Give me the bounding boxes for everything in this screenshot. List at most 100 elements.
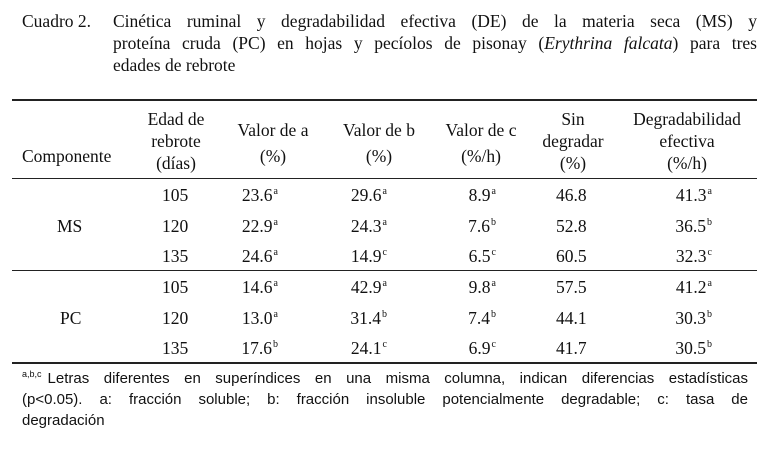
valor-a-cell: 24.6a — [242, 245, 278, 267]
value: 42.9 — [350, 277, 382, 297]
value: 30.3 — [675, 308, 706, 328]
significance-letter: a — [707, 278, 712, 289]
caption-line-2: proteína cruda (PC) en hojas y pecíolos … — [113, 32, 757, 54]
component-label: MS — [57, 216, 83, 236]
valor-b-cell: 29.6a — [351, 184, 387, 206]
value: 8.9 — [468, 185, 491, 205]
sin-degradar-cell: 46.8 — [556, 185, 587, 205]
significance-letter: b — [273, 339, 278, 350]
degradabilidad-cell: 32.3c — [676, 245, 712, 267]
significance-letter: a — [273, 217, 278, 228]
valor-b-cell: 24.3a — [351, 215, 387, 237]
significance-letter: a — [382, 278, 387, 289]
header-b-line-2: (%) — [365, 146, 393, 166]
value: 22.9 — [241, 216, 273, 236]
significance-letter: b — [491, 217, 496, 228]
value: 6.5 — [468, 246, 491, 266]
header-a-line-2: (%) — [259, 146, 287, 166]
valor-c-cell: 6.5c — [469, 245, 496, 267]
table-bottom-rule — [12, 362, 757, 364]
valor-b-cell: 42.9a — [351, 276, 387, 298]
value: 7.4 — [468, 308, 490, 328]
valor-a-cell: 13.0a — [242, 307, 278, 329]
header-edad-line-2: rebrote — [151, 131, 201, 151]
valor-c-cell: 9.8a — [469, 276, 496, 298]
header-a-line-1: Valor de a — [237, 120, 309, 140]
significance-letter: b — [707, 217, 712, 228]
valor-c-cell: 7.6b — [468, 215, 496, 237]
value: 13.0 — [241, 308, 273, 328]
value: 24.3 — [350, 216, 382, 236]
value: 6.9 — [468, 338, 491, 358]
table-footnote: a,b,c Letras diferentes en superíndices e… — [22, 368, 748, 431]
header-de-line-2: efectiva — [659, 131, 715, 151]
significance-letter: a — [273, 247, 278, 258]
significance-letter: b — [707, 339, 712, 350]
value: 29.6 — [350, 185, 382, 205]
degradabilidad-cell: 30.3b — [675, 307, 712, 329]
header-de-line-3: (%/h) — [667, 153, 707, 173]
header-sin-line-1: Sin — [561, 109, 585, 129]
header-c-line-2: (%/h) — [461, 146, 501, 166]
significance-letter: a — [273, 186, 278, 197]
header-c-line-1: Valor de c — [445, 120, 517, 140]
edad-cell: 135 — [162, 338, 189, 358]
value: 24.1 — [350, 338, 382, 358]
sin-degradar-cell: 57.5 — [556, 277, 587, 297]
sin-degradar-cell: 41.7 — [556, 338, 587, 358]
footnote-line-3: degradación — [22, 412, 105, 429]
value: 30.5 — [675, 338, 706, 358]
header-de-line-1: Degradabilidad — [633, 109, 741, 129]
sin-degradar-cell: 44.1 — [556, 308, 587, 328]
significance-letter: b — [382, 309, 387, 320]
value: 9.8 — [468, 277, 491, 297]
caption-text: Cinética ruminal y degradabilidad efecti… — [113, 10, 757, 76]
header-b-line-1: Valor de b — [343, 120, 415, 140]
edad-cell: 105 — [162, 185, 189, 205]
valor-a-cell: 14.6a — [242, 276, 278, 298]
significance-letter: a — [382, 186, 387, 197]
valor-a-cell: 23.6a — [242, 184, 278, 206]
significance-letter: a — [491, 186, 496, 197]
valor-a-cell: 17.6b — [241, 337, 278, 359]
edad-cell: 135 — [162, 246, 189, 266]
valor-b-cell: 31.4b — [350, 307, 387, 329]
caption-line-2-end: ) para tres — [672, 33, 757, 53]
component-label: PC — [60, 308, 82, 328]
valor-c-cell: 7.4b — [468, 307, 496, 329]
significance-letter: a — [491, 278, 496, 289]
value: 36.5 — [675, 216, 706, 236]
header-edad-line-1: Edad de — [147, 109, 205, 129]
value: 23.6 — [241, 185, 273, 205]
footnote-marker: a,b,c — [22, 369, 42, 379]
value: 14.9 — [350, 246, 382, 266]
valor-b-cell: 24.1c — [351, 337, 387, 359]
table-top-rule — [12, 99, 757, 101]
degradabilidad-cell: 30.5b — [675, 337, 712, 359]
footnote-line-1: a,b,c Letras diferentes en superíndices e… — [22, 368, 748, 389]
header-sin-line-2: degradar — [542, 131, 604, 151]
significance-letter: a — [707, 186, 712, 197]
valor-b-cell: 14.9c — [351, 245, 387, 267]
degradabilidad-cell: 36.5b — [675, 215, 712, 237]
valor-a-cell: 22.9a — [242, 215, 278, 237]
degradabilidad-cell: 41.2a — [676, 276, 712, 298]
significance-letter: c — [382, 247, 387, 258]
valor-c-cell: 6.9c — [469, 337, 496, 359]
header-edad-line-3: (días) — [156, 153, 196, 173]
edad-cell: 105 — [162, 277, 189, 297]
caption-line-3: edades de rebrote — [113, 55, 236, 75]
significance-letter: b — [707, 309, 712, 320]
value: 41.3 — [675, 185, 707, 205]
significance-letter: b — [491, 309, 496, 320]
header-sin-line-3: (%) — [559, 153, 587, 173]
value: 24.6 — [241, 246, 273, 266]
species-name: Erythrina falcata — [544, 33, 673, 53]
footnote-line-2: (p<0.05). a: fracción soluble; b: fracci… — [22, 391, 748, 408]
value: 14.6 — [241, 277, 273, 297]
caption-line-1: Cinética ruminal y degradabilidad efecti… — [113, 11, 757, 31]
sin-degradar-cell: 52.8 — [556, 216, 587, 236]
degradabilidad-cell: 41.3a — [676, 184, 712, 206]
table-header-rule — [12, 178, 757, 179]
significance-letter: c — [707, 247, 712, 258]
